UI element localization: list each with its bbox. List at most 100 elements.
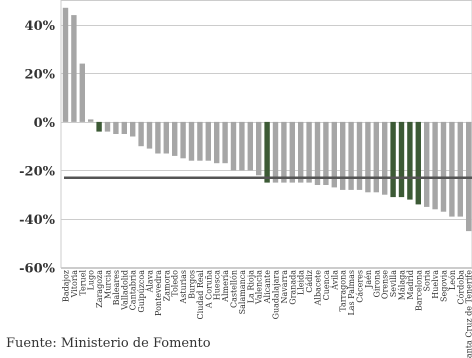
y-axis-ticks: 40% 20% 0% -20% -40% -60% bbox=[19, 19, 55, 277]
x-tick-label: Barcelona bbox=[414, 270, 423, 311]
x-tick-label: Guadalajara bbox=[272, 270, 281, 320]
x-tick-label: Albacete bbox=[314, 270, 323, 307]
bar bbox=[205, 121, 211, 161]
x-tick-label: Álava bbox=[146, 270, 155, 294]
bar bbox=[96, 121, 102, 132]
bar bbox=[104, 121, 111, 132]
bar bbox=[188, 121, 195, 161]
x-tick-label: Navarra bbox=[280, 270, 289, 304]
y-tick-label: 0% bbox=[34, 116, 56, 131]
bar bbox=[407, 121, 413, 200]
x-tick-label: Baleares bbox=[112, 270, 121, 305]
bar bbox=[247, 121, 253, 171]
bar bbox=[298, 121, 304, 183]
x-tick-label: Zamora bbox=[162, 270, 171, 302]
bar bbox=[113, 121, 119, 134]
x-tick-label: A Coruña bbox=[204, 270, 213, 309]
bar bbox=[71, 15, 77, 122]
bar bbox=[62, 7, 69, 122]
bar bbox=[457, 121, 463, 217]
bar bbox=[289, 121, 295, 183]
bar bbox=[440, 121, 447, 212]
x-tick-label: Huesca bbox=[213, 270, 222, 300]
bar bbox=[79, 63, 85, 122]
x-tick-label: Sevilla bbox=[389, 270, 398, 297]
x-tick-label: Orense bbox=[381, 270, 390, 299]
bar bbox=[365, 121, 371, 193]
x-tick-label: Burgos bbox=[188, 270, 197, 299]
x-tick-label: Castellón bbox=[230, 270, 239, 308]
y-tick-label: 20% bbox=[25, 67, 56, 82]
x-tick-label: Pontevedra bbox=[154, 270, 163, 316]
bar bbox=[398, 121, 405, 198]
x-tick-label: Granada bbox=[288, 270, 297, 305]
bar bbox=[197, 121, 203, 161]
source-note: Fuente: Ministerio de Fomento bbox=[6, 336, 211, 351]
x-tick-label: Zaragoza bbox=[95, 270, 104, 308]
x-tick-label: Guipúzcoa bbox=[137, 270, 146, 313]
x-tick-label: Córdoba bbox=[456, 270, 465, 305]
bar bbox=[214, 121, 220, 164]
bar bbox=[356, 121, 363, 190]
bar bbox=[432, 121, 438, 210]
bar bbox=[172, 121, 178, 156]
x-tick-label: Tarragona bbox=[339, 270, 348, 312]
x-tick-label: Ávila bbox=[330, 270, 339, 291]
bar bbox=[449, 121, 455, 217]
bar bbox=[222, 121, 228, 164]
x-tick-label: La Rioja bbox=[246, 270, 255, 304]
x-tick-label: Teruel bbox=[78, 270, 87, 296]
x-tick-label: León bbox=[448, 270, 457, 290]
bar bbox=[121, 121, 127, 134]
x-tick-label: Badajoz bbox=[62, 270, 71, 302]
bar bbox=[323, 121, 329, 185]
x-tick-label: Lugo bbox=[87, 270, 96, 291]
bar bbox=[306, 121, 312, 183]
x-tick-label: Valladolid bbox=[120, 270, 129, 311]
bar bbox=[130, 121, 136, 137]
x-tick-label: Soria bbox=[423, 270, 432, 292]
y-tick-label: -40% bbox=[19, 213, 55, 228]
x-tick-label: Las Palmas bbox=[347, 270, 356, 316]
bar bbox=[163, 121, 169, 154]
x-tick-label: Valencia bbox=[255, 270, 264, 305]
x-tick-label: Salamanca bbox=[238, 270, 247, 315]
x-tick-label: Huelva bbox=[431, 270, 440, 299]
x-tick-label: Cantabria bbox=[129, 270, 138, 311]
bar bbox=[155, 121, 161, 154]
bar bbox=[264, 121, 270, 183]
x-tick-label: Toledo bbox=[171, 270, 180, 297]
bar bbox=[331, 121, 337, 188]
bar bbox=[348, 121, 354, 190]
bar bbox=[146, 121, 153, 149]
bar bbox=[415, 121, 421, 205]
x-tick-label: Vitoria bbox=[70, 270, 79, 299]
bar bbox=[314, 121, 321, 185]
bars bbox=[62, 7, 472, 232]
plot-frame bbox=[60, 0, 472, 268]
x-tick-label: Alicante bbox=[263, 270, 272, 305]
x-tick-label: Cáceres bbox=[356, 270, 365, 303]
bar bbox=[180, 121, 186, 159]
x-tick-label: Cádiz bbox=[305, 270, 314, 293]
x-tick-label: Málaga bbox=[398, 270, 407, 300]
bar bbox=[340, 121, 346, 190]
x-tick-label: Asturias bbox=[179, 270, 188, 305]
x-tick-label: Ciudad Real bbox=[196, 270, 205, 320]
x-tick-label: Santa Cruz de Tenerife bbox=[465, 270, 472, 358]
bar bbox=[239, 121, 245, 171]
x-tick-label: Madrid bbox=[406, 270, 415, 300]
bar bbox=[272, 121, 279, 183]
bar bbox=[138, 121, 144, 147]
bar bbox=[424, 121, 430, 207]
bar bbox=[256, 121, 262, 176]
x-tick-label: Girona bbox=[372, 270, 381, 298]
bar bbox=[230, 121, 237, 171]
x-tick-label: Lleida bbox=[297, 270, 306, 295]
bar bbox=[281, 121, 287, 183]
bar bbox=[373, 121, 379, 193]
x-tick-label: Jaén bbox=[364, 270, 373, 289]
bar bbox=[390, 121, 396, 198]
x-axis-labels: Badajoz Vitoria Teruel Lugo Zaragoza Murcia Ba… bbox=[62, 270, 472, 358]
